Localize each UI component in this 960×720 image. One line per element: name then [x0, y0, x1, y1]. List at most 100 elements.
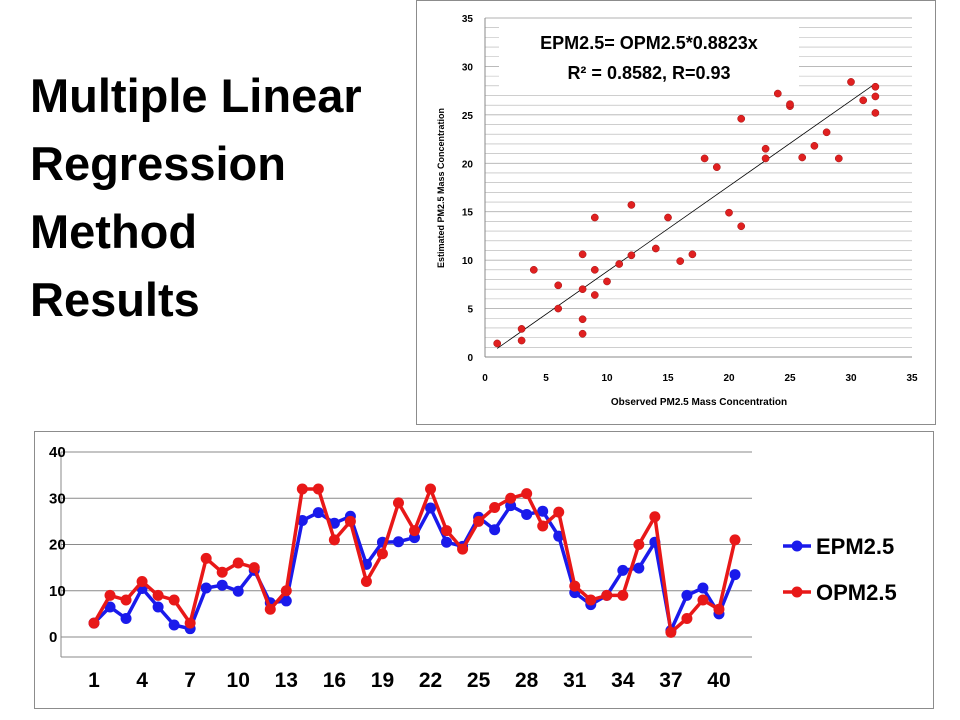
- series-point-OPM2.5: [457, 543, 469, 555]
- scatter-point: [627, 251, 636, 260]
- line-y-tick-label: 10: [49, 583, 66, 600]
- scatter-point: [798, 153, 807, 162]
- line-x-tick-label: 31: [563, 669, 587, 692]
- line-y-tick-label: 40: [49, 444, 66, 461]
- series-point-EPM2.5: [537, 505, 549, 517]
- line-x-tick-label: 1: [88, 669, 100, 692]
- scatter-point: [651, 244, 660, 253]
- series-point-OPM2.5: [633, 539, 645, 550]
- scatter-y-tick-label: 20: [462, 159, 474, 170]
- series-point-EPM2.5: [441, 536, 453, 548]
- series-point-EPM2.5: [152, 601, 164, 613]
- scatter-point: [761, 144, 770, 153]
- scatter-point: [688, 250, 697, 259]
- scatter-point: [578, 285, 587, 294]
- series-point-OPM2.5: [681, 613, 693, 624]
- line-x-tick-label: 40: [707, 669, 730, 692]
- scatter-point: [822, 128, 831, 137]
- scatter-point: [529, 265, 538, 274]
- scatter-point: [786, 100, 794, 109]
- scatter-point: [590, 265, 599, 274]
- scatter-point: [847, 78, 855, 86]
- scatter-point: [773, 89, 782, 98]
- scatter-x-tick-label: 10: [601, 373, 613, 384]
- series-point-EPM2.5: [296, 514, 308, 526]
- scatter-chart: 0 5 10 15 20 25 30 35 0 5 10 15 20 25 30 35 EPM2.5= OPM…: [416, 0, 936, 425]
- series-point-EPM2.5: [521, 508, 533, 520]
- series-point-OPM2.5: [537, 520, 549, 532]
- series-point-OPM2.5: [697, 594, 709, 606]
- line-x-tick-label: 34: [611, 669, 635, 692]
- series-point-OPM2.5: [425, 483, 437, 495]
- series-point-OPM2.5: [152, 589, 164, 601]
- line-x-tick-label: 37: [659, 669, 682, 692]
- series-point-OPM2.5: [120, 594, 132, 606]
- series-point-EPM2.5: [232, 585, 244, 597]
- series-line-OPM2.5: [92, 487, 737, 635]
- series-point-OPM2.5: [649, 511, 661, 523]
- series-point-OPM2.5: [136, 576, 148, 587]
- slide-title-line-3: Method: [30, 205, 198, 258]
- scatter-y-tick-label: 10: [462, 256, 474, 267]
- scatter-point: [725, 208, 733, 217]
- line-x-tick-label: 25: [467, 669, 491, 692]
- scatter-point: [859, 96, 868, 105]
- series-point-EPM2.5: [216, 579, 228, 591]
- scatter-y-tick-label: 30: [462, 62, 474, 73]
- line-x-tick-label: 7: [184, 669, 196, 692]
- series-point-EPM2.5: [120, 613, 132, 624]
- series-point-OPM2.5: [344, 515, 356, 527]
- scatter-point: [578, 250, 587, 259]
- scatter-y-tick-label: 25: [462, 111, 474, 122]
- series-point-OPM2.5: [296, 483, 308, 495]
- scatter-x-tick-label: 5: [543, 373, 549, 384]
- scatter-point: [871, 92, 880, 101]
- slide-title-line-4: Results: [30, 273, 200, 326]
- series-point-EPM2.5: [489, 524, 501, 536]
- series-point-OPM2.5: [248, 562, 260, 574]
- line-y-tick-label: 20: [49, 537, 66, 554]
- series-point-OPM2.5: [88, 617, 100, 629]
- regression-annotation-box: [499, 25, 799, 89]
- series-point-EPM2.5: [633, 562, 645, 574]
- series-point-EPM2.5: [729, 569, 741, 581]
- line-chart: 0 10 20 30 40 1 4 7 10 13 16 19 22 25 28 31 34 37 40 EPM2.…: [34, 431, 934, 709]
- scatter-x-tick-label: 0: [482, 373, 488, 384]
- series-point-OPM2.5: [184, 617, 196, 629]
- regression-r-squared: R² = 0.8582, R=0.93: [567, 63, 730, 83]
- scatter-point: [700, 154, 709, 163]
- scatter-point: [810, 142, 819, 150]
- series-point-EPM2.5: [425, 502, 437, 514]
- series-point-OPM2.5: [489, 502, 501, 513]
- scatter-x-axis-label: Observed PM2.5 Mass Concentration: [611, 397, 787, 408]
- series-point-OPM2.5: [617, 589, 629, 601]
- series-point-OPM2.5: [601, 589, 613, 601]
- line-x-tick-label: 22: [419, 669, 442, 692]
- slide-title-line-2: Regression: [30, 137, 286, 190]
- series-point-OPM2.5: [200, 552, 212, 564]
- scatter-x-tick-label: 20: [723, 373, 735, 384]
- series-point-OPM2.5: [264, 603, 276, 615]
- scatter-y-tick-label: 35: [462, 14, 474, 25]
- scatter-point: [578, 315, 587, 324]
- series-point-OPM2.5: [665, 626, 677, 638]
- scatter-point: [761, 154, 770, 163]
- scatter-point: [554, 304, 563, 313]
- scatter-point: [554, 281, 563, 290]
- scatter-point: [590, 291, 599, 299]
- scatter-point: [517, 336, 526, 345]
- line-x-tick-label: 28: [515, 669, 539, 692]
- slide-title-line-1: Multiple Linear: [30, 69, 362, 122]
- series-point-EPM2.5: [697, 582, 709, 594]
- series-point-OPM2.5: [360, 576, 372, 587]
- scatter-x-tick-label: 35: [906, 373, 918, 384]
- series-point-OPM2.5: [729, 534, 741, 546]
- scatter-point: [676, 257, 685, 265]
- series-point-OPM2.5: [585, 594, 597, 606]
- scatter-x-tick-label: 15: [662, 373, 674, 384]
- series-point-EPM2.5: [681, 589, 693, 601]
- series-point-OPM2.5: [473, 515, 485, 527]
- regression-equation: EPM2.5= OPM2.5*0.8823x: [540, 33, 758, 53]
- series-point-OPM2.5: [280, 585, 292, 597]
- series-point-OPM2.5: [232, 557, 244, 569]
